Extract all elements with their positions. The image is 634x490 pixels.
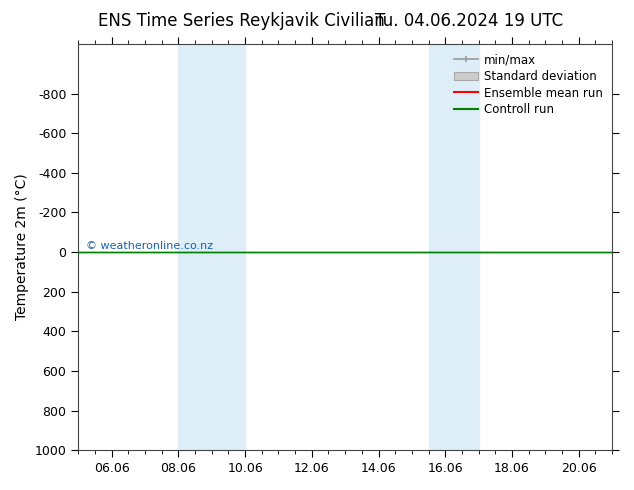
- Y-axis label: Temperature 2m (°C): Temperature 2m (°C): [15, 174, 29, 320]
- Legend: min/max, Standard deviation, Ensemble mean run, Controll run: min/max, Standard deviation, Ensemble me…: [451, 50, 606, 120]
- Bar: [429, 44, 479, 450]
- Bar: [178, 44, 245, 450]
- Text: Tu. 04.06.2024 19 UTC: Tu. 04.06.2024 19 UTC: [375, 12, 563, 30]
- Text: © weatheronline.co.nz: © weatheronline.co.nz: [86, 241, 214, 251]
- Text: ENS Time Series Reykjavik Civilian: ENS Time Series Reykjavik Civilian: [98, 12, 384, 30]
